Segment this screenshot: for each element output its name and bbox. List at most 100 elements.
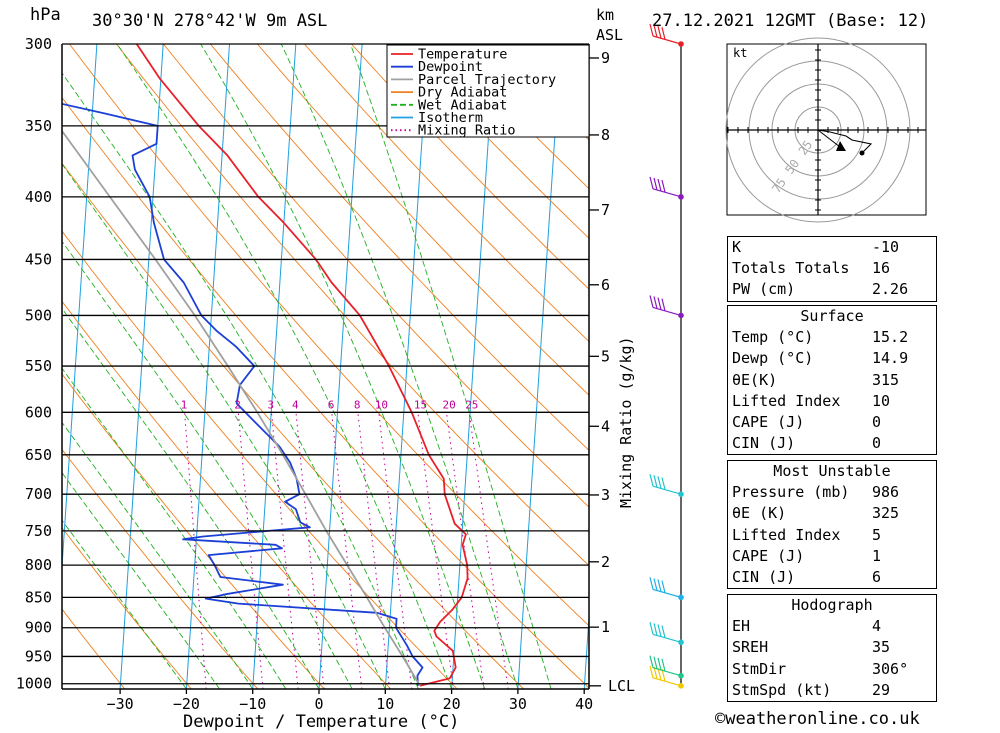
hodograph-ring-label: 75: [769, 176, 789, 196]
section-title: Surface: [800, 307, 864, 325]
index-value: 325: [872, 504, 900, 523]
wet-adiabat-line: [62, 471, 220, 689]
dry-adiabat-line: [304, 44, 589, 343]
index-value: 29: [872, 680, 891, 699]
dry-adiabat-line: [62, 300, 391, 689]
dry-adiabat-line: [62, 526, 192, 689]
wind-barb: [649, 295, 682, 316]
legend-label: Mixing Ratio: [418, 123, 516, 139]
pressure-tick-label: 950: [25, 648, 52, 666]
dry-adiabat-line: [398, 44, 589, 239]
pressure-tick-label: 800: [25, 556, 52, 574]
mixing-ratio-line: [237, 412, 264, 689]
pressure-tick-label: 400: [25, 188, 52, 206]
index-key: CAPE (J): [732, 413, 805, 432]
km-tick-label: 9: [601, 49, 610, 67]
x-tick-label: −30: [107, 695, 134, 713]
wind-barb-staff: [649, 23, 682, 45]
wet-adiabat-line: [62, 163, 386, 689]
index-key: EH: [732, 617, 751, 636]
km-tick-label: 2: [601, 553, 610, 571]
wind-barb: [649, 622, 682, 643]
km-tick-label: 4: [601, 417, 610, 435]
x-tick-label: 10: [376, 695, 394, 713]
index-key: StmSpd (kt): [732, 680, 832, 699]
table-row: Pressure (mb) 986: [728, 482, 937, 503]
legend-box: [386, 44, 590, 138]
km-tick-label: 5: [601, 347, 610, 365]
wind-barb-staff: [649, 665, 682, 687]
table-row: StmDir 306°: [728, 659, 937, 680]
table-row: CIN (J) 6: [728, 567, 937, 589]
storm-motion-line: [817, 129, 841, 148]
storm-motion-marker: [836, 141, 846, 151]
indices-basic-table: K -10 Totals Totals 16 PW (cm) 2.26: [727, 236, 937, 302]
wet-adiabat-line: [62, 421, 254, 689]
index-key: Totals Totals: [732, 259, 850, 278]
pressure-tick-label: 850: [25, 588, 52, 606]
mixing-ratio-line: [331, 412, 363, 689]
axes: 1 2 3 4 6 8 10 15 20 2530035040045050055060065070…: [16, 35, 635, 713]
index-value: -10: [872, 238, 900, 256]
table-row: CAPE (J) 1: [728, 546, 937, 567]
series-line-dewpoint: [62, 102, 424, 686]
index-key: SREH: [732, 638, 769, 657]
km-tick-label: 8: [601, 126, 610, 144]
index-value: 0: [872, 434, 882, 453]
table-header-row: Surface: [728, 306, 937, 328]
mixing-ratio-line: [184, 412, 207, 689]
mixing-ratio-line: [446, 412, 485, 689]
dry-adiabat-line: [62, 162, 524, 689]
table-row: K -10: [728, 237, 937, 259]
legend-label: Dewpoint: [418, 59, 483, 75]
indices-surface-table: Surface Temp (°C) 15.2 Dewp (°C) 14.9 θE(K…: [727, 305, 937, 456]
location-title: 30°30'N 278°42'W 9m ASL: [92, 11, 327, 31]
km-tick-label: 6: [601, 276, 610, 294]
table-row: StmSpd (kt) 29: [728, 680, 937, 702]
index-key: Lifted Index: [732, 391, 841, 410]
legend-label: Isotherm: [418, 110, 483, 126]
pressure-tick-label: 700: [25, 485, 52, 503]
table-row: SREH 35: [728, 637, 937, 658]
index-key: θE (K): [732, 504, 787, 523]
index-value: 10: [872, 391, 891, 410]
wet-adiabat-line: [350, 44, 552, 689]
wind-barb: [649, 577, 682, 598]
x-tick-label: 0: [314, 695, 323, 713]
mixing-ratio-line: [357, 412, 391, 689]
wind-barb-staff: [649, 577, 682, 598]
index-key: PW (cm): [732, 280, 796, 299]
datetime-title: 27.12.2021 12GMT (Base: 12): [652, 11, 928, 31]
dry-adiabat-line: [210, 44, 589, 452]
index-key: Pressure (mb): [732, 483, 850, 502]
pressure-tick-label: 550: [25, 357, 52, 375]
wind-barbs: [649, 23, 684, 689]
pressure-tick-label: 300: [25, 35, 52, 53]
wind-barb: [649, 176, 682, 198]
index-value: 986: [872, 483, 900, 502]
index-value: 1: [872, 546, 882, 565]
pressure-tick-label: 450: [25, 250, 52, 268]
table-row: θE(K) 315: [728, 370, 937, 391]
mixing-ratio-line: [468, 412, 509, 689]
hodograph-ring-label: 50: [782, 157, 802, 177]
pressure-tick-label: 900: [25, 619, 52, 637]
wind-barb-staff: [649, 295, 682, 316]
series-line-temperature: [135, 44, 469, 687]
table-row: Temp (°C) 15.2: [728, 327, 937, 348]
pressure-tick-label: 1000: [16, 675, 52, 693]
index-key: θE(K): [732, 370, 778, 389]
mixing-ratio-label: 20: [443, 398, 456, 411]
index-value: 0: [872, 413, 882, 432]
mixing-ratio-label: 1: [181, 398, 188, 411]
copyright-footer[interactable]: ©weatheronline.co.uk: [715, 709, 920, 729]
pressure-tick-label: 750: [25, 522, 52, 540]
section-title: Most Unstable: [773, 462, 891, 480]
index-key: CIN (J): [732, 568, 796, 587]
wet-adiabat-line: [62, 307, 320, 689]
table-row: Totals Totals 16: [728, 258, 937, 279]
chart-frame: [61, 43, 590, 690]
dry-adiabat-line: [351, 44, 589, 290]
pressure-tick-label: 650: [25, 446, 52, 464]
